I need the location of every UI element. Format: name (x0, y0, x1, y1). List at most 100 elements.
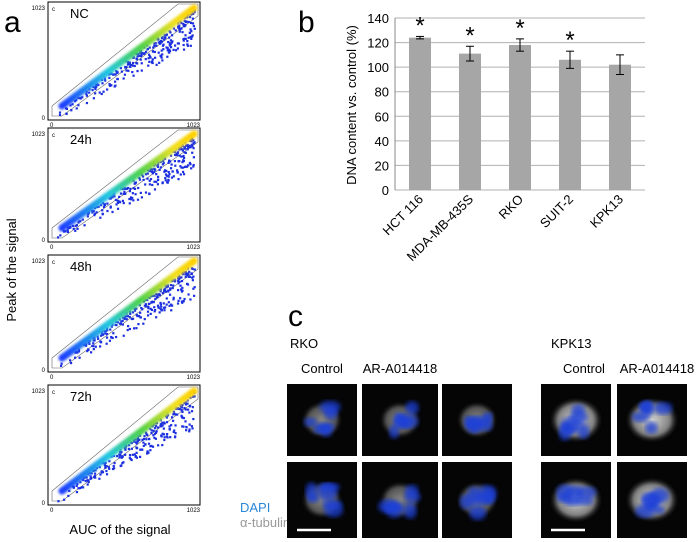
dapi (561, 422, 577, 435)
event (185, 429, 188, 432)
event (178, 30, 181, 33)
event (84, 344, 88, 347)
event (160, 56, 163, 59)
event (180, 300, 184, 303)
event (104, 466, 107, 469)
event (57, 500, 60, 503)
event (168, 304, 171, 307)
event (83, 224, 86, 227)
event (141, 438, 144, 441)
event (162, 159, 165, 162)
event (172, 410, 175, 413)
event (182, 154, 185, 158)
event (103, 204, 107, 207)
event (152, 434, 155, 437)
dapi (473, 492, 491, 505)
event (138, 315, 141, 318)
event (87, 348, 90, 351)
event (180, 155, 183, 158)
error-bar (566, 50, 574, 69)
plot-label: 24h (70, 132, 92, 147)
event (104, 330, 108, 333)
event (134, 454, 137, 458)
event (154, 297, 157, 301)
event (164, 173, 168, 176)
condition: AR-A014418 (620, 361, 694, 376)
event (189, 44, 192, 47)
stain-label: DAPI (240, 500, 270, 515)
event (181, 161, 184, 164)
axis-min: 0 (50, 245, 54, 251)
event (123, 73, 127, 76)
event (178, 148, 181, 151)
event (98, 477, 101, 480)
dapi (317, 483, 338, 501)
event (144, 58, 147, 61)
event (188, 275, 192, 278)
event (148, 55, 152, 58)
event (161, 444, 164, 447)
event (161, 181, 164, 184)
event (172, 175, 175, 178)
event (91, 89, 94, 92)
event (157, 51, 160, 54)
event (130, 441, 133, 445)
event (129, 457, 132, 461)
event (180, 166, 183, 169)
event (139, 58, 142, 61)
event (181, 31, 184, 34)
axis-min: 0 (50, 508, 54, 514)
event (156, 165, 160, 168)
event (123, 190, 126, 194)
event (124, 453, 127, 456)
event (166, 414, 170, 417)
event (183, 407, 186, 410)
event (112, 467, 116, 470)
event (159, 425, 162, 428)
event (147, 64, 150, 67)
event (192, 24, 195, 28)
dapi (575, 486, 597, 498)
event (190, 35, 194, 38)
event (184, 273, 187, 276)
event (147, 302, 151, 306)
event (111, 467, 115, 471)
event (161, 421, 164, 424)
event (125, 318, 128, 321)
event (74, 229, 77, 232)
event (150, 308, 154, 311)
event (162, 427, 165, 430)
event (166, 436, 169, 439)
event (184, 275, 187, 278)
error-bar (616, 54, 624, 76)
event (176, 413, 179, 416)
event (180, 406, 183, 409)
event (150, 431, 153, 435)
event (190, 272, 193, 276)
event (160, 49, 163, 52)
event (154, 42, 157, 45)
y-tick-label: 20 (375, 158, 389, 173)
event (148, 183, 151, 186)
event (146, 298, 149, 302)
event (184, 34, 187, 37)
event (163, 170, 166, 173)
event (162, 302, 165, 305)
event (84, 479, 87, 483)
event (94, 87, 97, 91)
event (133, 453, 136, 456)
event (127, 60, 130, 64)
event (168, 173, 171, 176)
event (187, 408, 190, 411)
event (131, 70, 134, 74)
event (147, 442, 151, 445)
event (162, 43, 165, 46)
event (184, 37, 187, 40)
event (172, 419, 175, 422)
event (156, 294, 159, 297)
event (186, 143, 189, 147)
event (108, 339, 112, 342)
gate (51, 129, 199, 239)
event (148, 437, 151, 441)
